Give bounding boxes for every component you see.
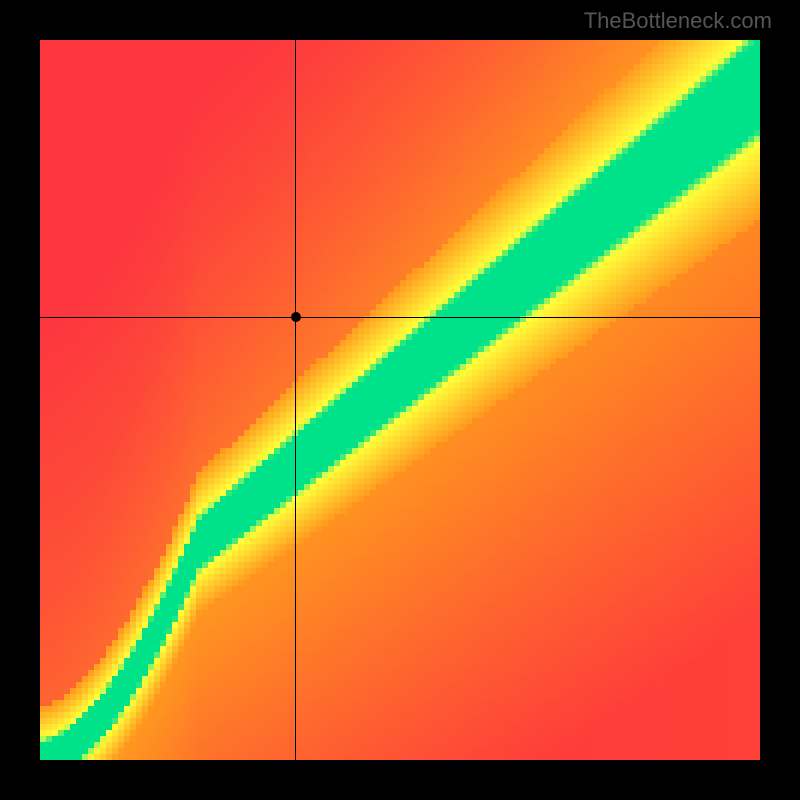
heatmap-canvas: [40, 40, 760, 760]
crosshair-dot: [291, 312, 301, 322]
crosshair-horizontal: [40, 317, 760, 318]
watermark-text: TheBottleneck.com: [584, 8, 772, 34]
chart-frame: TheBottleneck.com: [0, 0, 800, 800]
heatmap-plot: [40, 40, 760, 760]
crosshair-vertical: [295, 40, 296, 760]
